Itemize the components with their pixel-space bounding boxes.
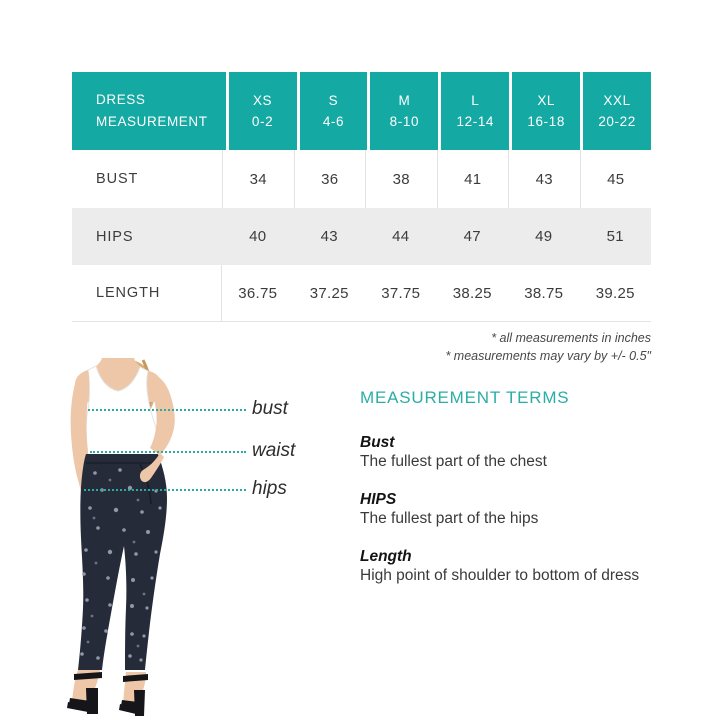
- value-cell: 40: [249, 228, 267, 245]
- bust-measurement-line: [88, 409, 246, 411]
- term-definition: The fullest part of the hips: [360, 510, 539, 527]
- size-header-l: L 12-14: [438, 72, 510, 150]
- term-bust: Bust The fullest part of the chest: [360, 433, 690, 471]
- pants: [78, 454, 167, 670]
- pants-print-dark: [86, 478, 146, 648]
- value-cell: 39.25: [595, 284, 635, 302]
- size-header-s: S 4-6: [296, 72, 368, 150]
- bust-label: bust: [252, 398, 288, 419]
- size-range: 16-18: [527, 114, 565, 129]
- value-cell: 36: [293, 150, 366, 208]
- value-cell: 45: [579, 150, 652, 208]
- footnote-inches: * all measurements in inches: [491, 331, 651, 345]
- size-name: XS: [252, 93, 273, 108]
- value-cell: 38: [365, 150, 437, 208]
- size-header-xl: XL 16-18: [509, 72, 581, 150]
- right-arm: [148, 372, 175, 455]
- value-cell: 37.75: [381, 284, 421, 302]
- size-chart-table: DRESS MEASUREMENT XS 0-2 S 4-6 M 8-10 L …: [72, 72, 652, 322]
- value-cell: 38.75: [524, 284, 564, 302]
- size-header-xxl: XXL 20-22: [580, 72, 652, 150]
- value-cell: 49: [535, 228, 553, 245]
- left-shoe: [67, 670, 102, 714]
- row-label: BUST: [96, 171, 139, 187]
- row-label: HIPS: [96, 228, 134, 245]
- measurement-terms-title: MEASUREMENT TERMS: [360, 388, 570, 407]
- size-name: M: [398, 93, 411, 108]
- size-name: XL: [537, 93, 556, 108]
- pocket-seam: [139, 463, 152, 505]
- size-range: 4-6: [322, 114, 345, 129]
- size-header-m: M 8-10: [367, 72, 439, 150]
- value-cell: 41: [436, 150, 509, 208]
- table-row-bust: BUST 34 36 38 41 43 45: [72, 150, 651, 208]
- table-corner-header: DRESS MEASUREMENT: [72, 72, 226, 150]
- value-cell: 51: [606, 228, 624, 245]
- pants-print: [80, 468, 162, 662]
- model-photo: [40, 358, 290, 720]
- value-cell: 43: [320, 228, 338, 245]
- term-hips: HIPS The fullest part of the hips: [360, 490, 690, 528]
- row-label: LENGTH: [72, 265, 222, 321]
- value-cell: 43: [508, 150, 580, 208]
- size-name: XXL: [603, 93, 631, 108]
- right-shoe: [119, 672, 148, 716]
- model-illustration: [67, 358, 175, 716]
- table-footnotes: * all measurements in inches * measureme…: [445, 329, 651, 365]
- value-cell: 37.25: [309, 284, 349, 302]
- hips-label: hips: [252, 478, 287, 499]
- footnote-variance: * measurements may vary by +/- 0.5": [445, 349, 651, 363]
- waist-measurement-line: [90, 451, 246, 453]
- size-range: 8-10: [389, 114, 420, 129]
- value-cell: 47: [463, 228, 481, 245]
- term-name: HIPS: [360, 491, 397, 508]
- term-name: Length: [360, 548, 412, 565]
- right-hand: [139, 453, 164, 483]
- size-name: S: [328, 93, 339, 108]
- size-range: 20-22: [598, 114, 636, 129]
- table-row-length: LENGTH 36.75 37.25 37.75 38.25 38.75 39.…: [72, 265, 651, 322]
- value-cell: 38.25: [452, 284, 492, 302]
- size-range: 12-14: [456, 114, 495, 129]
- term-name: Bust: [360, 434, 395, 451]
- term-definition: High point of shoulder to bottom of dres…: [360, 567, 640, 584]
- size-name: L: [471, 93, 480, 108]
- size-range: 0-2: [251, 114, 274, 129]
- table-header-row: DRESS MEASUREMENT XS 0-2 S 4-6 M 8-10 L …: [72, 72, 652, 150]
- table-row-hips: HIPS 40 43 44 47 49 51: [72, 208, 651, 265]
- measurement-terms-section: MEASUREMENT TERMS Bust The fullest part …: [360, 388, 690, 604]
- waist-label: waist: [252, 440, 296, 461]
- term-length: Length High point of shoulder to bottom …: [360, 547, 690, 585]
- size-header-xs: XS 0-2: [225, 72, 297, 150]
- term-definition: The fullest part of the chest: [360, 453, 547, 470]
- shoes: [67, 670, 148, 716]
- hips-measurement-line: [84, 489, 246, 491]
- value-cell: 44: [392, 228, 410, 245]
- value-cell: 34: [222, 150, 294, 208]
- value-cell: 36.75: [238, 284, 278, 302]
